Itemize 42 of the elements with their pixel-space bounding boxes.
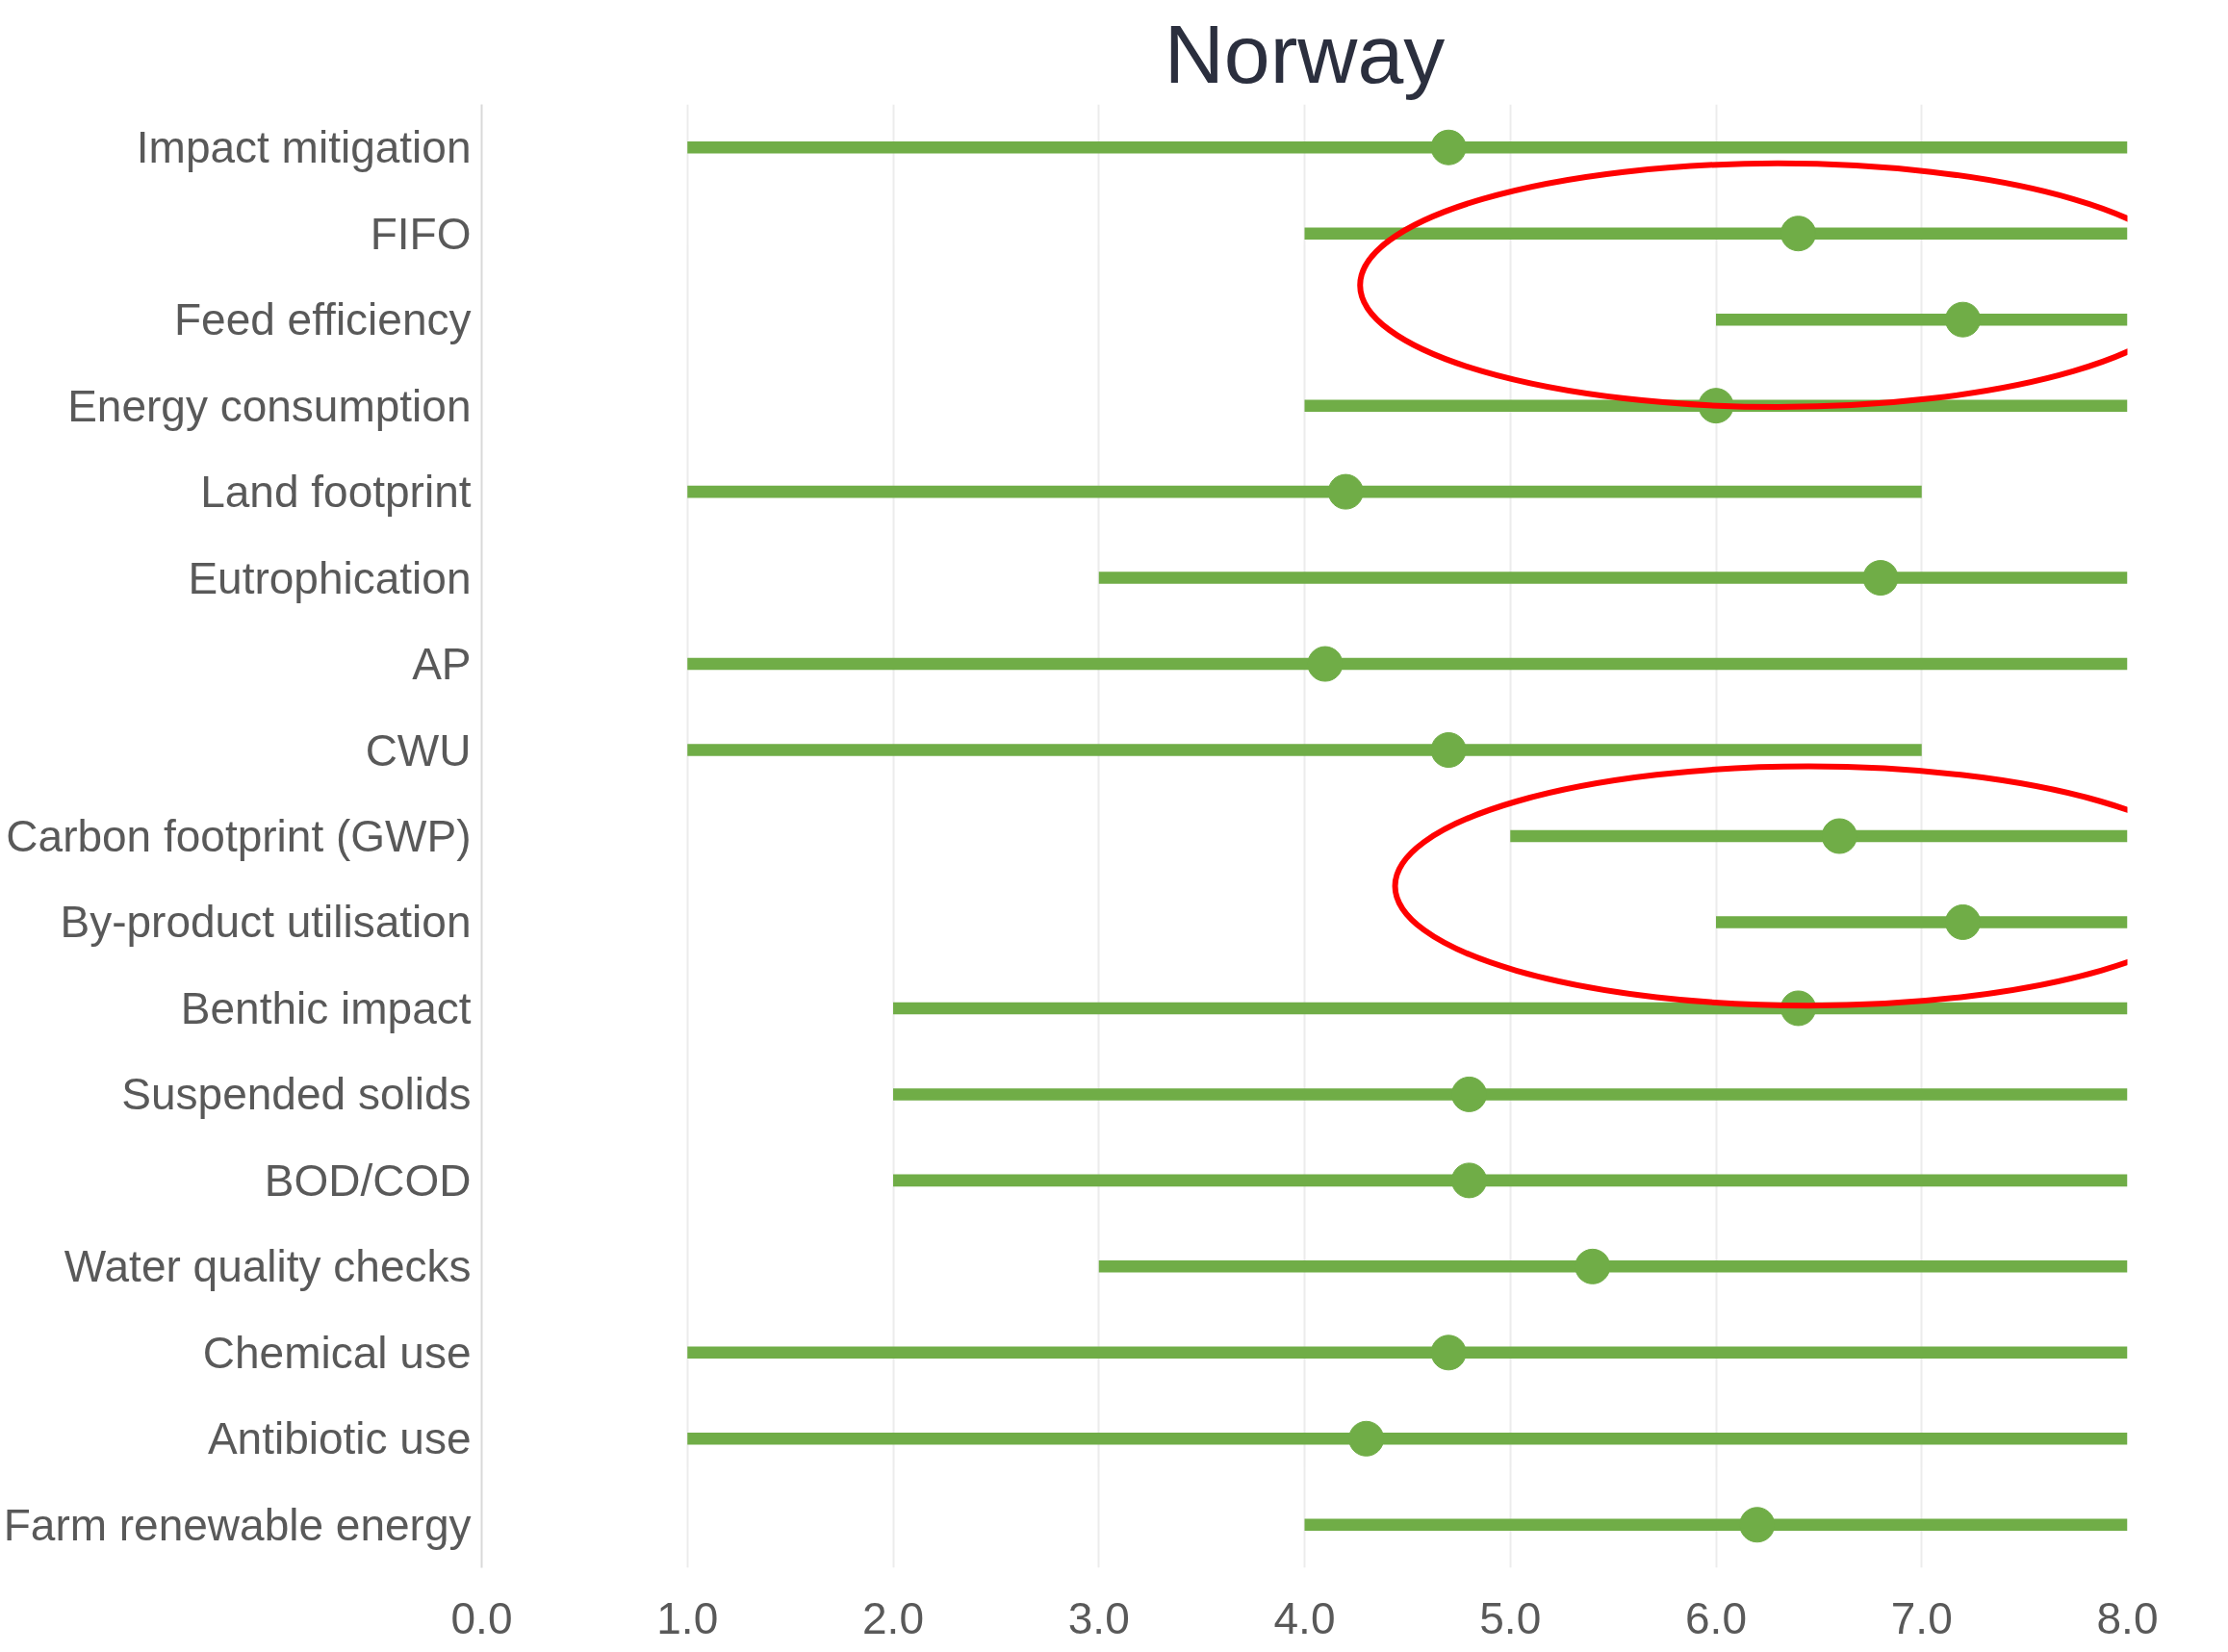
y-tick-label: Carbon footprint (GWP) bbox=[6, 811, 472, 861]
y-tick-label: Benthic impact bbox=[180, 982, 472, 1033]
x-tick-label: 8.0 bbox=[2096, 1592, 2159, 1643]
point bbox=[1780, 216, 1816, 252]
point bbox=[1945, 301, 1981, 338]
x-tick-label: 2.0 bbox=[862, 1592, 924, 1643]
y-tick-label: Suspended solids bbox=[121, 1069, 472, 1120]
y-tick-label: CWU bbox=[365, 724, 472, 775]
point bbox=[1451, 1162, 1487, 1199]
x-tick-label: 4.0 bbox=[1273, 1592, 1336, 1643]
y-tick-label: Eutrophication bbox=[188, 552, 472, 603]
y-tick-label: Energy consumption bbox=[67, 380, 472, 431]
y-tick-label: By-product utilisation bbox=[60, 897, 472, 948]
y-tick-label: Land footprint bbox=[200, 467, 472, 518]
y-tick-label: FIFO bbox=[370, 208, 472, 259]
y-tick-label: Feed efficiency bbox=[173, 294, 472, 345]
point bbox=[1575, 1248, 1611, 1284]
x-tick-label: 3.0 bbox=[1067, 1592, 1130, 1643]
point bbox=[1821, 818, 1857, 854]
point bbox=[1945, 904, 1981, 940]
point bbox=[1307, 646, 1344, 682]
x-tick-label: 0.0 bbox=[450, 1592, 513, 1643]
point bbox=[1348, 1420, 1385, 1457]
point bbox=[1327, 473, 1364, 510]
y-tick-label: Water quality checks bbox=[64, 1241, 472, 1292]
point bbox=[1430, 732, 1467, 768]
chart-title: Norway bbox=[1164, 7, 1446, 100]
y-tick-label: Farm renewable energy bbox=[3, 1499, 472, 1550]
y-tick-label: Chemical use bbox=[202, 1327, 472, 1378]
y-tick-label: AP bbox=[412, 639, 472, 690]
point bbox=[1451, 1076, 1487, 1112]
point bbox=[1430, 129, 1467, 165]
x-tick-label: 7.0 bbox=[1890, 1592, 1953, 1643]
point bbox=[1739, 1507, 1776, 1543]
point bbox=[1430, 1334, 1467, 1371]
x-tick-label: 5.0 bbox=[1479, 1592, 1542, 1643]
x-tick-label: 6.0 bbox=[1685, 1592, 1747, 1643]
point bbox=[1862, 560, 1899, 597]
y-tick-label: BOD/COD bbox=[264, 1155, 472, 1206]
y-tick-label: Antibiotic use bbox=[207, 1413, 472, 1464]
y-tick-label: Impact mitigation bbox=[136, 122, 472, 173]
x-tick-label: 1.0 bbox=[656, 1592, 719, 1643]
